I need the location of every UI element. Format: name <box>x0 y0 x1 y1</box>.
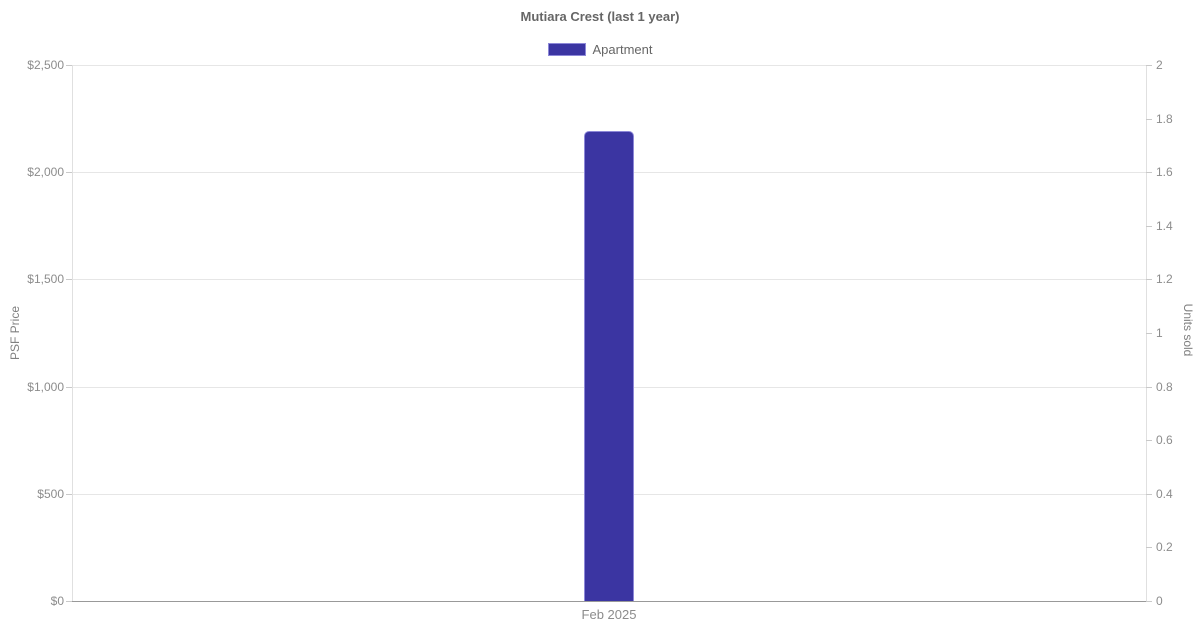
y-left-tickmark <box>66 279 72 280</box>
y-right-tickmark <box>1146 440 1152 441</box>
y-right-tick-label: 0 <box>1156 594 1163 608</box>
y-right-tick-label: 1.6 <box>1156 165 1173 179</box>
y-axis-line-left <box>72 65 73 601</box>
y-left-tick-label: $2,500 <box>27 58 64 72</box>
y-left-tick-label: $500 <box>37 487 64 501</box>
y-right-tickmark <box>1146 279 1152 280</box>
y-right-tickmark <box>1146 65 1152 66</box>
y-right-tickmark <box>1146 119 1152 120</box>
y-right-tick-label: 0.8 <box>1156 380 1173 394</box>
y-left-tick-label: $0 <box>50 594 64 608</box>
y-right-tick-label: 0.6 <box>1156 433 1173 447</box>
y-right-tickmark <box>1146 547 1152 548</box>
y-right-tick-label: 1.4 <box>1156 219 1173 233</box>
y-left-tick-label: $1,500 <box>27 272 64 286</box>
y-right-tickmark <box>1146 494 1152 495</box>
y-right-tickmark <box>1146 387 1152 388</box>
gridline <box>72 65 1146 66</box>
legend-item-apartment[interactable]: Apartment <box>547 42 653 57</box>
legend: Apartment <box>0 42 1200 57</box>
y-right-tick-label: 1.8 <box>1156 112 1173 126</box>
y-right-tickmark <box>1146 226 1152 227</box>
x-axis-line <box>72 601 1146 602</box>
y-left-tick-label: $2,000 <box>27 165 64 179</box>
y-right-tickmark <box>1146 333 1152 334</box>
y-right-tickmark <box>1146 172 1152 173</box>
bar-apartment-feb-2025[interactable] <box>584 131 634 601</box>
y-right-tick-label: 0.2 <box>1156 540 1173 554</box>
y-right-tick-label: 0.4 <box>1156 487 1173 501</box>
legend-label: Apartment <box>592 42 653 57</box>
y-left-tickmark <box>66 601 72 602</box>
y-left-tickmark <box>66 65 72 66</box>
chart-title: Mutiara Crest (last 1 year) <box>520 9 680 24</box>
x-tick-label: Feb 2025 <box>581 607 637 622</box>
y-left-tickmark <box>66 172 72 173</box>
y-left-tickmark <box>66 494 72 495</box>
y-right-tick-label: 1.2 <box>1156 272 1173 286</box>
y-right-tick-label: 2 <box>1156 58 1163 72</box>
y-left-tickmark <box>66 387 72 388</box>
y-left-tick-label: $1,000 <box>27 380 64 394</box>
y-right-tickmark <box>1146 601 1152 602</box>
y-right-tick-label: 1 <box>1156 326 1163 340</box>
legend-swatch <box>547 43 586 56</box>
